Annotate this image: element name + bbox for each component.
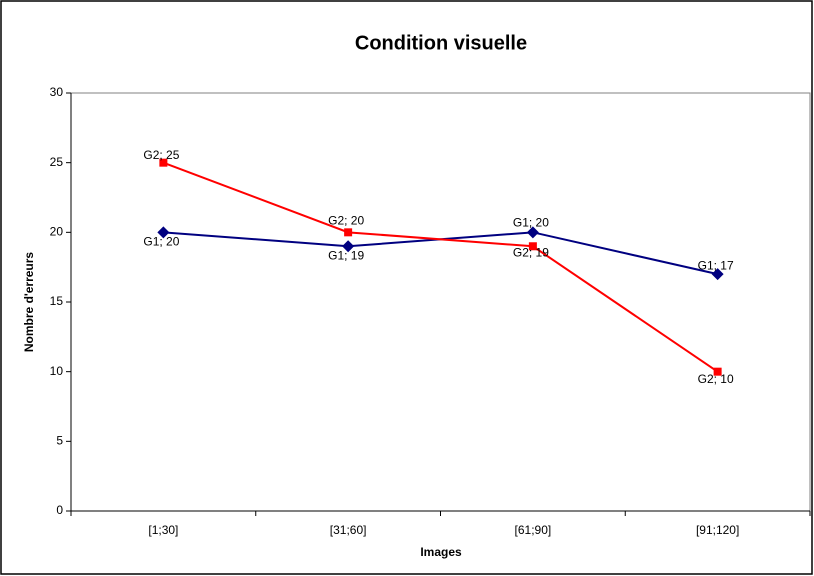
data-label: G2; 10	[698, 372, 734, 386]
y-tick-label: 5	[56, 434, 63, 448]
y-tick-label: 20	[50, 225, 64, 239]
y-axis-title: Nombre d'erreurs	[22, 252, 36, 353]
x-tick-label: [1;30]	[148, 523, 178, 537]
data-point	[342, 240, 355, 253]
x-axis-title: Images	[420, 545, 462, 559]
data-label: G2; 20	[328, 214, 364, 228]
data-point	[344, 228, 353, 237]
y-tick-label: 25	[50, 155, 64, 169]
data-label: G1; 20	[513, 216, 549, 230]
x-tick-label: [91;120]	[696, 523, 739, 537]
data-label: G1; 19	[328, 248, 364, 262]
data-point	[526, 226, 539, 239]
y-tick-label: 10	[50, 364, 64, 378]
y-tick-label: 15	[50, 294, 64, 308]
plot-area	[70, 92, 811, 512]
x-tick-label: [31;60]	[330, 523, 367, 537]
data-point	[711, 268, 724, 281]
data-label: G1; 20	[143, 235, 179, 249]
x-tick-label: [61;90]	[515, 523, 552, 537]
chart-title: Condition visuelle	[355, 32, 527, 54]
data-point	[159, 158, 168, 167]
data-label: G2; 19	[513, 245, 549, 259]
data-label: G1; 17	[698, 258, 734, 272]
data-label: G2; 25	[143, 148, 179, 162]
y-tick-label: 30	[50, 85, 64, 99]
series-line	[163, 161, 719, 373]
data-point	[528, 242, 537, 251]
data-point	[713, 367, 722, 376]
y-tick-label: 0	[56, 503, 63, 517]
data-point	[157, 226, 170, 239]
